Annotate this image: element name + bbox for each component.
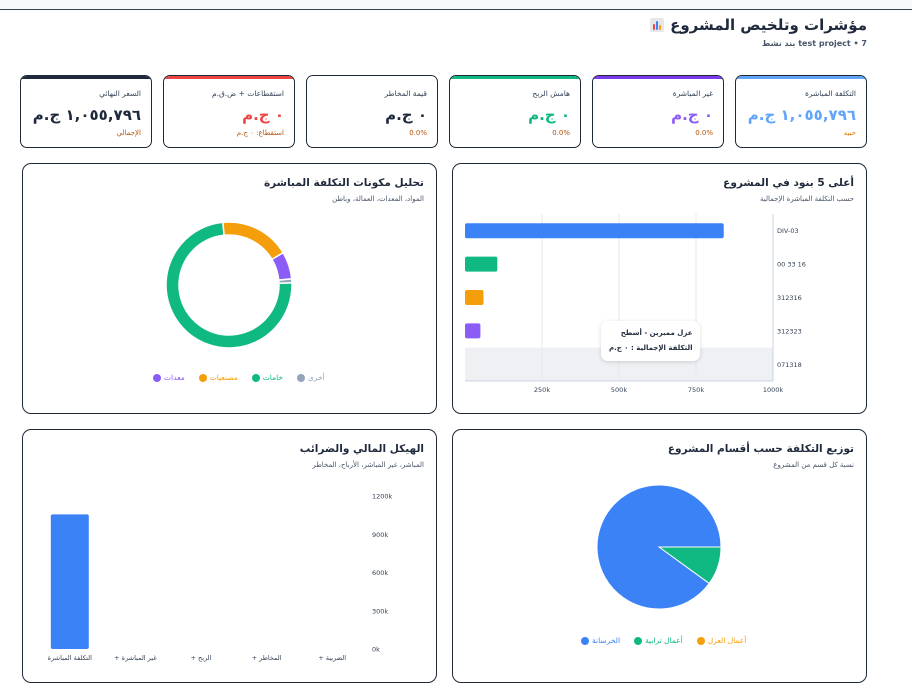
kpi-card-profit-margin: هامش الربح ٠ ج.م 0.0% [449,75,581,148]
x-tick-label: الربح + [191,654,212,662]
x-tick-label: 250k [534,386,550,394]
bar-DIV-03 [465,223,724,239]
direct-cost-donut-chart [165,221,293,349]
kpi-accent-bar [164,76,294,79]
page-title: مؤشرات وتلخيص المشروع [650,16,867,34]
financial-bar-chart: 0k 300k 600k 900k 1200k التكلفة المباشرة غير ا… [48,493,393,663]
kpi-label: هامش الربح [532,89,570,98]
kpi-footer: حبيه [843,129,856,137]
kpi-footer: 0.0% [695,129,713,137]
x-tick-label: التكلفة المباشرة [48,654,92,662]
pie-slice-0 [596,484,722,610]
bar-00-33-16 [465,256,498,272]
y-tick-label: 600k [372,569,388,577]
kpi-footer: 0.0% [552,129,570,137]
kpi-accent-bar [593,76,723,79]
donut-slice-0 [165,221,293,349]
card-subtitle: المباشر، غير المباشر، الأرباح، المخاطر [312,461,424,469]
donut-legend: معدات مصنعيات خامات أخرى [153,373,325,382]
y-tick-label: 900k [372,531,388,539]
y-tick-label: 1200k [372,493,393,501]
card-title: توزيع التكلفة حسب أقسام المشروع [667,443,854,455]
kpi-card-direct-cost: التكلفة المباشرة ١,٠٥٥,٧٩٦ ج.م حبيه [735,75,867,148]
y-tick-label: 300k [372,607,388,615]
kpi-accent-bar [21,76,151,79]
legend-item-other[interactable]: أخرى [297,373,325,382]
top-items-card: أعلى 5 بنود في المشروع حسب التكلفة المبا… [452,163,867,414]
donut-slice-1 [222,221,285,261]
y-tick-label: 312323 [777,327,802,335]
x-tick-label: 1000k [763,386,784,394]
legend-item-insulation[interactable]: أعمال العزل [696,636,746,645]
kpi-value: ٠ ج.م [242,106,284,124]
kpi-card-indirect: غير المباشرة ٠ ج.م 0.0% [592,75,724,148]
kpi-card-deductions-vat: استقطاعات + ض.ق.م ٠ ج.م استقطاع: ٠ ج.م [163,75,295,148]
y-tick-label: 312316 [777,294,802,302]
y-tick-label: DIV-03 [777,227,799,235]
card-title: الهيكل المالي والضرائب [299,443,424,455]
y-tick-label: 071318 [777,361,802,369]
kpi-value: ٠ ج.م [385,106,427,124]
y-tick-label: 00 33 16 [777,261,806,269]
kpi-accent-bar [307,76,437,79]
legend-item-concrete[interactable]: الخرسانة [581,636,620,645]
kpi-card-final-price: السعر النهائي ١,٠٥٥,٧٩٦ ج.م الإجمالي [20,75,152,148]
direct-cost-card: تحليل مكونات التكلفة المباشرة المواد، ال… [22,163,437,414]
page-subtitle: test project • 7 بند نشط [762,39,867,48]
legend-item-equipment[interactable]: معدات [153,373,185,382]
card-subtitle: نسبة كل قسم من المشروع [773,461,854,469]
card-subtitle: المواد، المعدات، العمالة، وباطن [332,195,424,203]
kpi-label: قيمة المخاطر [384,89,427,98]
kpi-accent-bar [736,76,866,79]
y-tick-label: 0k [372,646,380,654]
sections-card: توزيع التكلفة حسب أقسام المشروع نسبة كل … [452,429,867,683]
legend-item-materials[interactable]: خامات [251,373,283,382]
donut-slice-2 [270,251,293,281]
card-title: أعلى 5 بنود في المشروع [723,177,854,189]
kpi-value: ٠ ج.م [671,106,713,124]
card-subtitle: حسب التكلفة المباشرة الإجمالية [760,195,854,203]
financial-structure-card: الهيكل المالي والضرائب المباشر، غير المب… [22,429,437,683]
card-title: تحليل مكونات التكلفة المباشرة [263,177,424,189]
kpi-label: السعر النهائي [99,89,141,98]
kpi-footer: استقطاع: ٠ ج.م [236,129,284,137]
kpi-accent-bar [450,76,580,79]
x-tick-label: الضريبة + [318,654,346,662]
x-tick-label: 500k [611,386,627,394]
legend-item-earthworks[interactable]: أعمال ترابية [634,636,683,645]
tooltip-value: التكلفة الإجمالية : ٠ ج.م [609,344,693,352]
kpi-footer: 0.0% [409,129,427,137]
kpi-card-risk: قيمة المخاطر ٠ ج.م 0.0% [306,75,438,148]
page-header: مؤشرات وتلخيص المشروع test project • 7 ب… [650,16,867,48]
kpi-value: ١,٠٥٥,٧٩٦ ج.م [32,106,141,124]
kpi-label: غير المباشرة [672,89,713,98]
sections-pie-chart [596,484,722,610]
kpi-row: التكلفة المباشرة ١,٠٥٥,٧٩٦ ج.م حبيه غير … [20,75,867,148]
bar-direct-cost [50,514,89,649]
kpi-value: ١,٠٥٥,٧٩٦ ج.م [747,106,856,124]
bar-312323 [465,323,481,339]
kpi-footer: الإجمالي [116,129,141,137]
kpi-label: التكلفة المباشرة [804,89,856,98]
donut-slice-3 [277,278,293,285]
x-tick-label: المخاطر + [252,654,282,662]
legend-item-labor[interactable]: مصنعيات [198,373,238,382]
x-tick-label: غير المباشرة + [114,654,157,662]
window-top-border [0,9,912,10]
kpi-value: ٠ ج.م [528,106,570,124]
top-items-chart: 250k 500k 750k 1000k DIV-03 00 33 16 312316 312… [465,214,806,394]
chart-tooltip: عزل ممبرين - أسطح التكلفة الإجمالية : ٠ … [601,321,701,361]
kpi-label: استقطاعات + ض.ق.م [211,89,284,98]
bar-chart-icon [650,18,665,32]
pie-legend: الخرسانة أعمال ترابية أعمال العزل [581,636,746,645]
page-title-text: مؤشرات وتلخيص المشروع [670,16,867,34]
bar-312316 [465,290,484,305]
x-tick-label: 750k [688,386,704,394]
tooltip-title: عزل ممبرين - أسطح [620,329,693,337]
